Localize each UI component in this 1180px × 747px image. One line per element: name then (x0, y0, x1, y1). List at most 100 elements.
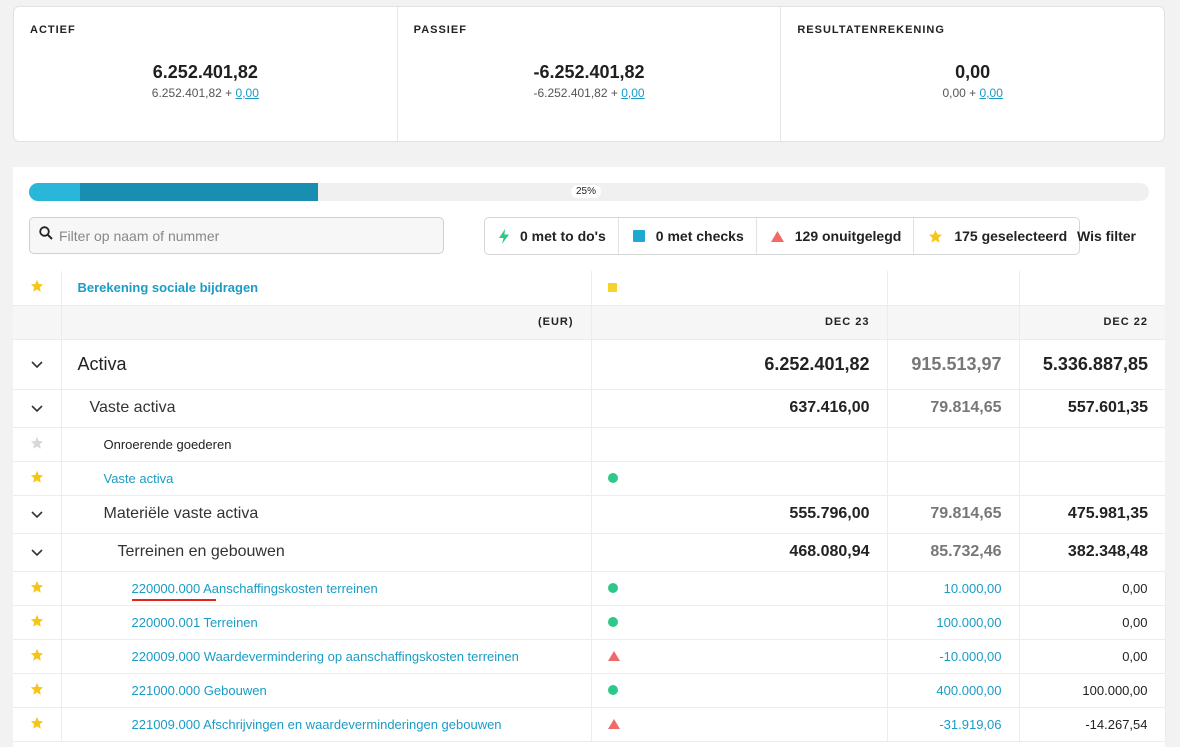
star-cell[interactable] (13, 605, 62, 640)
star-icon[interactable] (30, 716, 44, 733)
summary-amount: 0,00 (955, 62, 991, 82)
star-icon[interactable] (30, 614, 44, 631)
expand-cell[interactable] (13, 533, 62, 572)
filter-checks[interactable]: 0 met checks (619, 218, 757, 254)
row-name[interactable]: 220000.001 Terreinen (61, 605, 592, 640)
status-cell (591, 673, 888, 708)
currency-header: (EUR) (61, 305, 592, 340)
clear-filter-button[interactable]: Wis filter (1077, 228, 1136, 244)
green-dot-icon (607, 472, 618, 483)
star-cell[interactable] (13, 271, 62, 306)
square-status-icon (607, 283, 617, 293)
progress-bar: 25% (29, 183, 1149, 201)
row-name[interactable]: 220009.000 Waardevermindering op aanscha… (61, 639, 592, 674)
search-field[interactable] (29, 217, 444, 254)
diff-value: 0,00 (1019, 605, 1166, 640)
summary-actief: ACTIEF 6.252.401,82 6.252.401,82 + 0,00 (14, 7, 398, 141)
dec23-value[interactable]: 400.000,00 (887, 673, 1020, 708)
chevron-down-icon[interactable] (31, 545, 43, 560)
summary-link[interactable]: 0,00 (979, 86, 1003, 100)
summary-subline: -6.252.401,82 + 0,00 (398, 86, 781, 100)
summary-link[interactable]: 0,00 (621, 86, 645, 100)
status-cell (591, 461, 888, 496)
green-dot-icon (607, 582, 618, 593)
star-icon[interactable] (30, 682, 44, 699)
chevron-down-icon[interactable] (31, 507, 43, 522)
red-triangle-icon (607, 718, 620, 729)
row-name[interactable]: Berekening sociale bijdragen (61, 271, 592, 306)
dec22-value: 382.348,48 (1019, 533, 1165, 572)
table-row[interactable]: 220000.001 Terreinen 100.000,00 0,00 100… (13, 605, 1166, 640)
diff-value: 0,00 (1019, 639, 1166, 674)
status-cell (591, 605, 888, 640)
expand-cell[interactable] (13, 389, 62, 428)
table-row[interactable]: 220000.000 Aanschaffingskosten terreinen… (13, 571, 1166, 606)
accounts-table: Berekening sociale bijdragen (EUR) DEC 2… (13, 271, 1166, 742)
table-row[interactable]: Materiële vaste activa 555.796,00 79.814… (13, 495, 1165, 534)
summary-title: RESULTATENREKENING (797, 24, 945, 36)
star-icon[interactable] (30, 580, 44, 597)
summary-subline: 6.252.401,82 + 0,00 (14, 86, 397, 100)
table-row[interactable]: Terreinen en gebouwen 468.080,94 85.732,… (13, 533, 1165, 572)
dec22-value: 557.601,35 (1019, 389, 1165, 428)
filter-todos[interactable]: 0 met to do's (485, 218, 619, 254)
star-cell[interactable] (13, 639, 62, 674)
row-name[interactable]: 221000.000 Gebouwen (61, 673, 592, 708)
summary-base: -6.252.401,82 + (533, 86, 618, 100)
row-name[interactable]: 221009.000 Afschrijvingen en waardevermi… (61, 707, 592, 742)
row-name: Activa (61, 339, 592, 390)
star-cell[interactable] (13, 427, 62, 462)
col-header-dec22: DEC 22 (1019, 305, 1165, 340)
search-input[interactable] (59, 227, 429, 244)
dec23-value[interactable]: -31.919,06 (887, 707, 1020, 742)
red-triangle-icon (607, 650, 620, 661)
star-cell[interactable] (13, 571, 62, 606)
table-row[interactable]: 221009.000 Afschrijvingen en waardevermi… (13, 707, 1166, 742)
table-row[interactable]: Vaste activa 637.416,00 79.814,65 557.60… (13, 389, 1165, 428)
dec23-value[interactable]: 100.000,00 (887, 605, 1020, 640)
row-name[interactable]: 220000.000 Aanschaffingskosten terreinen (61, 571, 592, 606)
dec23-value[interactable]: 10.000,00 (887, 571, 1020, 606)
filter-group: 0 met to do's 0 met checks 129 onuitgele… (484, 217, 1081, 255)
diff-value: 85.732,46 (887, 533, 1020, 572)
table-header-row: (EUR) DEC 23 DEC 22 (13, 305, 1165, 340)
lightning-icon (499, 228, 509, 244)
star-icon[interactable] (30, 436, 44, 453)
star-icon[interactable] (30, 470, 44, 487)
table-row[interactable]: Berekening sociale bijdragen (13, 271, 1165, 306)
table-row[interactable]: 220009.000 Waardevermindering op aanscha… (13, 639, 1166, 674)
status-cell (591, 271, 888, 306)
filter-onuitgelegd[interactable]: 129 onuitgelegd (757, 218, 915, 254)
row-name: Materiële vaste activa (61, 495, 592, 534)
star-cell[interactable] (13, 673, 62, 708)
summary-base: 0,00 + (942, 86, 977, 100)
row-name[interactable]: Vaste activa (61, 461, 592, 496)
star-cell[interactable] (13, 707, 62, 742)
dec23-value[interactable]: -10.000,00 (887, 639, 1020, 674)
row-name: Vaste activa (61, 389, 592, 428)
table-row[interactable]: 221000.000 Gebouwen 400.000,00 100.000,0… (13, 673, 1166, 708)
table-row[interactable]: Activa 6.252.401,82 915.513,97 5.336.887… (13, 339, 1165, 390)
row-name: Onroerende goederen (61, 427, 592, 462)
diff-value: 79.814,65 (887, 495, 1020, 534)
account-link[interactable]: 220000.000 Aanschaffingskosten terreinen (131, 580, 378, 596)
chevron-down-icon[interactable] (31, 357, 43, 372)
filter-geselecteerd[interactable]: 175 geselecteerd (914, 218, 1079, 254)
expand-cell[interactable] (13, 339, 62, 390)
col-header-dec23: DEC 23 (591, 305, 888, 340)
table-row[interactable]: Onroerende goederen (13, 427, 1165, 462)
chevron-down-icon[interactable] (31, 401, 43, 416)
star-icon[interactable] (30, 280, 44, 296)
filter-geselecteerd-label: 175 geselecteerd (954, 228, 1068, 244)
star-cell[interactable] (13, 461, 62, 496)
table-row[interactable]: Vaste activa (13, 461, 1165, 496)
triangle-icon (770, 230, 784, 242)
dec23-value: 555.796,00 (591, 495, 888, 534)
star-icon[interactable] (30, 648, 44, 665)
summary-link[interactable]: 0,00 (235, 86, 259, 100)
expand-cell[interactable] (13, 495, 62, 534)
filter-checks-label: 0 met checks (655, 228, 744, 244)
progress-segment-light (29, 183, 80, 201)
filter-onuitgelegd-label: 129 onuitgelegd (794, 228, 902, 244)
summary-title: ACTIEF (30, 24, 76, 36)
